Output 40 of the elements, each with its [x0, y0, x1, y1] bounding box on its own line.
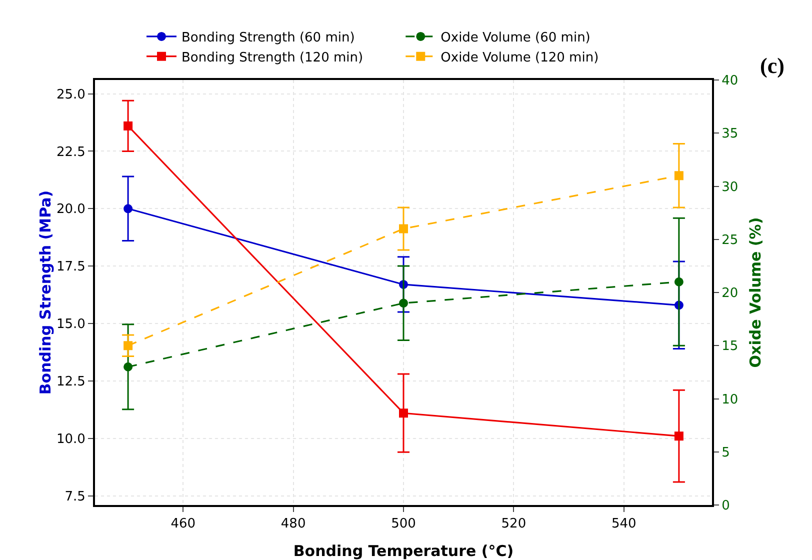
point — [674, 171, 684, 180]
y2-axis-title: Oxide Volume (%) — [746, 217, 764, 368]
y-tick-label: 12.5 — [56, 374, 86, 390]
point — [124, 341, 133, 350]
y2-tick-label: 15 — [722, 339, 738, 354]
text: (c) — [760, 53, 784, 78]
y-tick-label: 17.5 — [56, 260, 86, 275]
y2-tick-label: 5 — [722, 445, 730, 460]
point — [674, 277, 684, 286]
y-tick-label: 7.5 — [64, 489, 86, 504]
y2-tick-label: 30 — [722, 180, 738, 195]
x-tick-label: 540 — [611, 516, 636, 532]
y2-tick-label: 35 — [722, 126, 738, 142]
point — [399, 298, 408, 308]
point — [674, 432, 684, 441]
x-tick-label: 520 — [501, 516, 526, 532]
point — [124, 204, 133, 214]
y-tick-label: 20.0 — [56, 202, 86, 218]
legend-label: Bonding Strength (120 min) — [182, 50, 364, 66]
x-tick-label: 500 — [391, 516, 416, 532]
point — [399, 224, 408, 234]
legend-label: Oxide Volume (120 min) — [440, 50, 599, 66]
y2-tick-label: 0 — [722, 498, 730, 514]
y2-tick-label: 20 — [722, 286, 738, 302]
y2-tick-label: 10 — [722, 392, 738, 408]
x-tick-label: 480 — [280, 516, 306, 532]
y-tick-label: 10.0 — [56, 432, 86, 447]
point — [124, 362, 133, 372]
x-axis-title: Bonding Temperature (°C) — [293, 542, 514, 560]
y-tick-label: 22.5 — [56, 144, 86, 160]
y-axis-title: Bonding Strength (MPa) — [36, 190, 54, 395]
y-tick-label: 25.0 — [56, 87, 86, 102]
legend-label: Bonding Strength (60 min) — [182, 30, 355, 46]
point — [124, 121, 133, 130]
y2-tick-label: 25 — [722, 232, 738, 248]
point — [399, 408, 408, 418]
legend-label: Oxide Volume (60 min) — [440, 30, 590, 46]
y2-tick-label: 40 — [722, 74, 738, 89]
x-tick-label: 460 — [170, 516, 196, 532]
y-tick-label: 15.0 — [56, 317, 86, 332]
